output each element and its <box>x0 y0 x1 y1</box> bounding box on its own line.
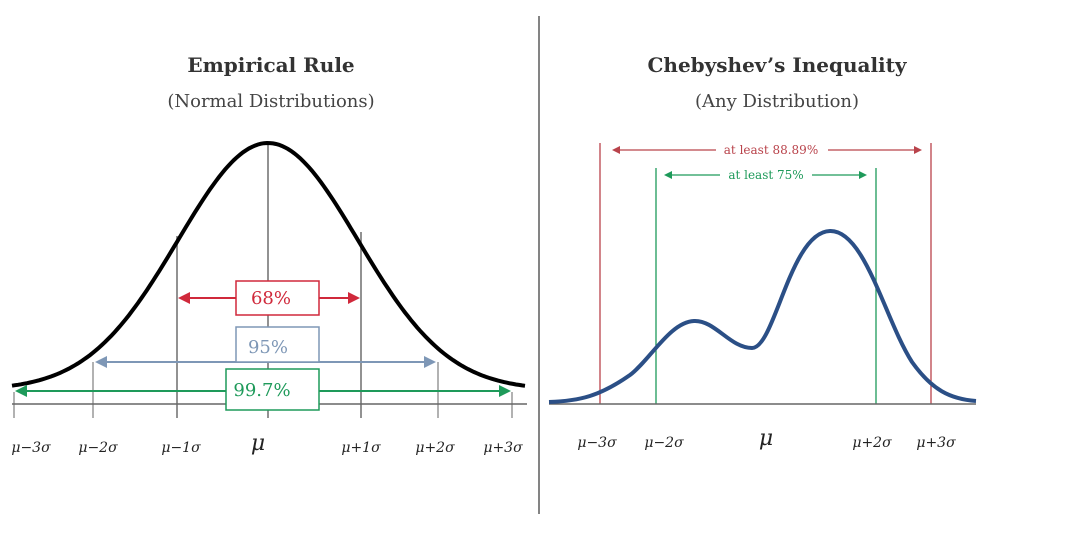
empirical-title: Empirical Rule <box>187 53 354 77</box>
label-75: at least 75% <box>728 168 803 182</box>
label-8889: at least 88.89% <box>724 143 818 157</box>
box-95 <box>235 326 320 363</box>
arrow-75-left-head <box>664 171 672 179</box>
empirical-tick-plus1: μ+1σ <box>341 440 381 456</box>
box-68 <box>235 280 320 316</box>
chebyshev-tick-minus3: μ−3σ <box>577 435 617 451</box>
arrow-68-right-head <box>348 292 360 304</box>
empirical-tick-minus2: μ−2σ <box>78 440 118 456</box>
chebyshev-tick-minus2: μ−2σ <box>644 435 684 451</box>
empirical-rule-panel: Empirical Rule (Normal Distributions) 68… <box>11 53 527 456</box>
empirical-tick-plus3: μ+3σ <box>483 440 523 456</box>
arrow-95-left-head <box>95 356 107 368</box>
empirical-tick-mean: μ <box>251 431 265 456</box>
arrow-997-right-head <box>499 385 511 397</box>
label-997: 99.7% <box>233 380 290 401</box>
chebyshev-title: Chebyshev’s Inequality <box>647 53 907 77</box>
arrow-95-right-head <box>424 356 436 368</box>
empirical-tick-plus2: μ+2σ <box>415 440 455 456</box>
arrow-75-right-head <box>859 171 867 179</box>
empirical-tick-minus3: μ−3σ <box>11 440 51 456</box>
arrow-997-left-head <box>15 385 27 397</box>
arrow-68-left-head <box>178 292 190 304</box>
chebyshev-tick-plus2: μ+2σ <box>852 435 892 451</box>
bimodal-curve <box>548 228 977 404</box>
empirical-tick-minus1: μ−1σ <box>161 440 201 456</box>
normal-curve <box>11 140 526 388</box>
chebyshev-subtitle: (Any Distribution) <box>695 91 859 112</box>
arrow-8889-right-head <box>914 146 922 154</box>
chebyshev-tick-plus3: μ+3σ <box>916 435 956 451</box>
arrow-8889-left-head <box>612 146 620 154</box>
box-997 <box>225 368 320 411</box>
chebyshev-tick-mean: μ <box>759 426 773 451</box>
empirical-subtitle: (Normal Distributions) <box>167 91 374 112</box>
chebyshev-panel: Chebyshev’s Inequality (Any Distribution… <box>548 53 977 451</box>
label-95: 95% <box>248 337 288 358</box>
label-68: 68% <box>251 288 291 309</box>
